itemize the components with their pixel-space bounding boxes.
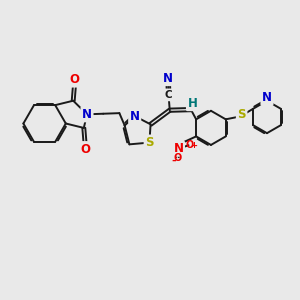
Text: O: O bbox=[80, 142, 90, 156]
Text: N: N bbox=[130, 110, 140, 123]
Text: H: H bbox=[188, 97, 197, 110]
Text: O: O bbox=[185, 140, 194, 150]
Text: -: - bbox=[172, 156, 176, 166]
Text: O: O bbox=[70, 73, 80, 86]
Text: S: S bbox=[145, 136, 154, 149]
Text: N: N bbox=[262, 91, 272, 104]
Text: O: O bbox=[173, 153, 182, 163]
Text: +: + bbox=[190, 141, 197, 150]
Text: N: N bbox=[173, 142, 184, 155]
Text: N: N bbox=[163, 72, 173, 85]
Text: N: N bbox=[82, 108, 92, 121]
Text: C: C bbox=[165, 90, 172, 100]
Text: S: S bbox=[237, 108, 246, 121]
